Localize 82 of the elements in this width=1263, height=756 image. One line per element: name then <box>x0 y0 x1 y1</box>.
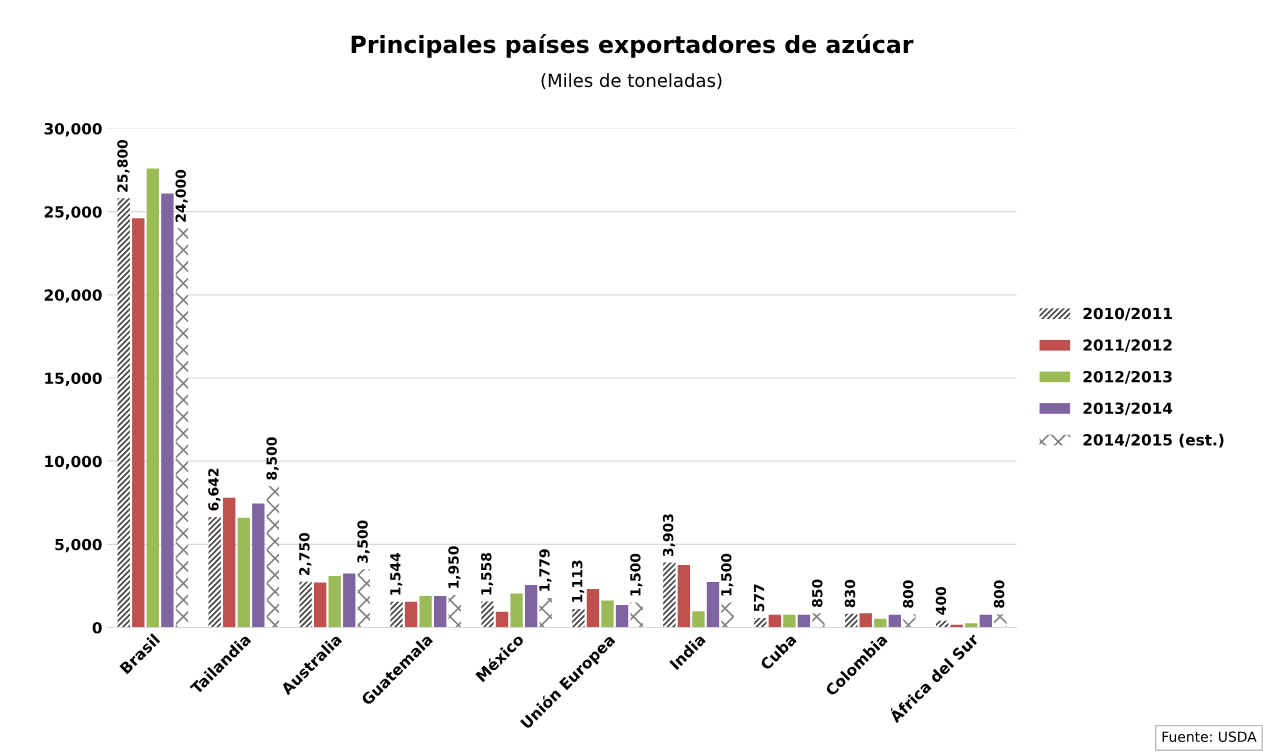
bar <box>510 593 523 628</box>
bar <box>663 562 676 628</box>
bar <box>979 614 992 628</box>
bar <box>754 617 767 628</box>
data-label: 1,558 <box>480 552 494 595</box>
data-label: 400 <box>935 586 947 615</box>
y-tick-label: 5,000 <box>55 538 102 553</box>
legend-label: 2010/2011 <box>1083 307 1172 321</box>
bar <box>601 600 614 628</box>
y-tick-label: 0 <box>92 621 102 634</box>
bar <box>495 611 509 628</box>
bar <box>994 614 1007 628</box>
data-label: 3,500 <box>357 520 370 563</box>
bar <box>706 581 720 628</box>
data-label: 577 <box>753 584 765 612</box>
bar <box>343 573 356 628</box>
bar <box>615 605 629 628</box>
bar <box>481 601 494 628</box>
source-note: Fuente: USDA <box>1162 731 1257 742</box>
bar <box>175 228 189 628</box>
bar <box>266 486 280 628</box>
legend-label: 2011/2012 <box>1083 339 1172 353</box>
y-tick-label: 15,000 <box>45 372 102 386</box>
chart-subtitle: (Miles de toneladas) <box>541 73 722 90</box>
bar <box>903 614 916 628</box>
bar <box>572 608 585 628</box>
bar <box>237 517 250 628</box>
bar <box>252 503 265 628</box>
bar <box>132 218 145 628</box>
bar <box>965 623 978 628</box>
data-label: 2,750 <box>299 532 312 576</box>
data-label: 1,779 <box>539 549 552 591</box>
chart-title: Principales países exportadores de azúcar <box>351 34 914 58</box>
bar <box>357 569 370 628</box>
data-label: 25,800 <box>117 139 130 192</box>
data-label: 6,642 <box>208 468 221 511</box>
bar <box>783 614 796 628</box>
data-label: 800 <box>993 580 1005 608</box>
bar <box>768 614 782 628</box>
data-label: 1,950 <box>448 546 461 588</box>
bar <box>859 613 872 628</box>
data-label: 1,500 <box>630 553 643 596</box>
bar <box>313 582 327 628</box>
data-label: 3,903 <box>662 514 676 557</box>
bar <box>692 611 705 628</box>
data-label: 24,000 <box>175 169 188 222</box>
data-label: 1,500 <box>721 553 734 596</box>
legend-label: 2012/2013 <box>1083 370 1172 384</box>
bar <box>448 595 461 628</box>
bar <box>586 588 600 628</box>
bar <box>117 198 130 628</box>
bar <box>161 193 174 628</box>
data-label: 1,544 <box>390 552 403 595</box>
bar <box>434 595 447 628</box>
data-label: 850 <box>812 579 823 607</box>
bar <box>208 517 221 628</box>
bar <box>677 564 691 628</box>
bar <box>845 613 858 628</box>
bar <box>812 613 825 628</box>
bar <box>404 601 418 628</box>
data-label: 8,500 <box>266 437 279 480</box>
y-tick-label: 20,000 <box>44 289 102 303</box>
legend-label: 2014/2015 (est.) <box>1083 433 1224 448</box>
y-tick-label: 25,000 <box>44 206 102 220</box>
bar <box>797 614 811 628</box>
bar <box>630 602 643 628</box>
bar <box>328 575 341 628</box>
y-tick-label: 10,000 <box>45 455 102 470</box>
data-label: 800 <box>902 580 914 608</box>
bar <box>419 595 432 628</box>
bar <box>721 602 734 628</box>
bar <box>146 168 160 628</box>
bar <box>888 614 902 628</box>
bar <box>390 601 403 628</box>
legend-label: 2013/2014 <box>1083 402 1173 416</box>
y-tick-label: 30,000 <box>44 122 102 137</box>
bar <box>223 497 236 628</box>
bar <box>539 597 552 628</box>
bar <box>299 581 312 628</box>
data-label: 1,113 <box>571 560 585 602</box>
data-label: 830 <box>844 579 856 608</box>
bar <box>524 585 538 628</box>
